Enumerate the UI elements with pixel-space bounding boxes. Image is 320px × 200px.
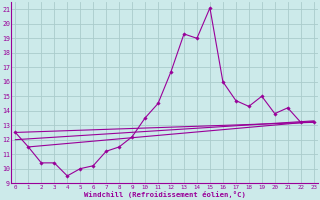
X-axis label: Windchill (Refroidissement éolien,°C): Windchill (Refroidissement éolien,°C) (84, 191, 245, 198)
